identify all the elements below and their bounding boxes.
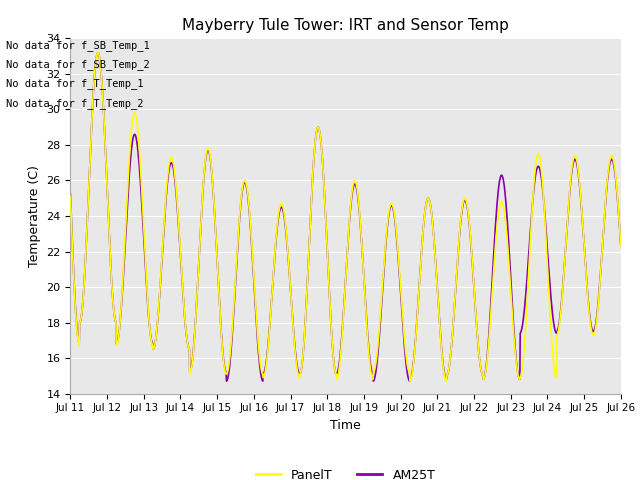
Text: No data for f_SB_Temp_1: No data for f_SB_Temp_1: [6, 40, 150, 51]
Text: No data for f_T_Temp_1: No data for f_T_Temp_1: [6, 78, 144, 89]
X-axis label: Time: Time: [330, 419, 361, 432]
Text: No data for f_T_Temp_2: No data for f_T_Temp_2: [6, 97, 144, 108]
Title: Mayberry Tule Tower: IRT and Sensor Temp: Mayberry Tule Tower: IRT and Sensor Temp: [182, 18, 509, 33]
Y-axis label: Temperature (C): Temperature (C): [28, 165, 41, 267]
Text: No data for f_SB_Temp_2: No data for f_SB_Temp_2: [6, 59, 150, 70]
Legend: PanelT, AM25T: PanelT, AM25T: [251, 464, 440, 480]
